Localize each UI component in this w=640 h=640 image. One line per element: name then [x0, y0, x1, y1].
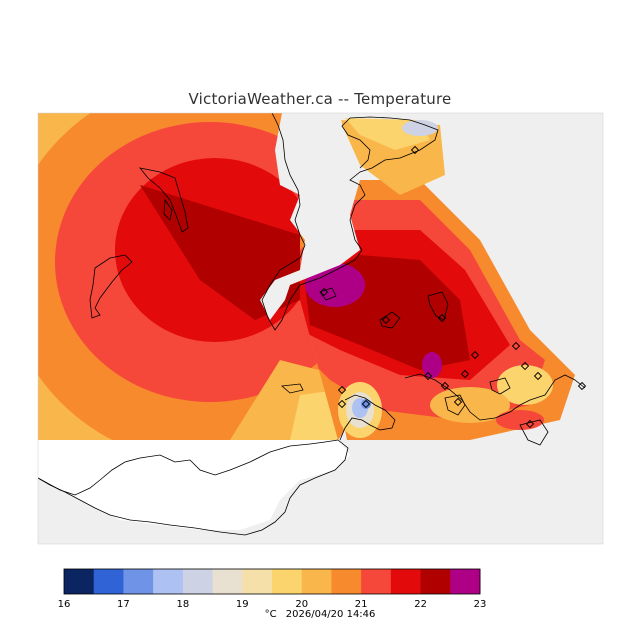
- legend-tick: 19: [236, 599, 249, 610]
- legend-timestamp: 2026/04/20 14:46: [285, 609, 376, 620]
- legend-tick: 18: [176, 599, 189, 610]
- station-7-marker: [440, 381, 450, 391]
- temperature-field-east: [300, 118, 575, 440]
- legend-frame: [63, 568, 481, 595]
- station-8-marker: [460, 369, 470, 379]
- olympic-peninsula-land: [38, 440, 350, 530]
- legend-bin: [123, 569, 154, 594]
- legend-bin: [93, 569, 124, 594]
- legend-tick: 23: [474, 599, 487, 610]
- legend-tick: 16: [58, 599, 71, 610]
- legend-tick: 20: [295, 599, 308, 610]
- legend-bin: [242, 569, 273, 594]
- station-10-marker: [520, 361, 530, 371]
- legend-bin: [64, 569, 95, 594]
- station-markers: [319, 145, 587, 429]
- station-5-marker: [470, 350, 480, 360]
- legend-bin: [361, 569, 392, 594]
- legend-tick: 22: [414, 599, 427, 610]
- coastlines: [38, 113, 586, 536]
- legend-footer: °C 2026/04/20 14:46: [0, 609, 640, 620]
- legend-tick: 17: [117, 599, 130, 610]
- legend-bin: [390, 569, 422, 594]
- legend-bin: [420, 569, 451, 594]
- station-11-marker: [533, 371, 543, 381]
- station-14-marker: [337, 399, 347, 409]
- map-frame: [37, 112, 604, 545]
- legend-bin: [153, 569, 184, 594]
- station-9-marker: [511, 341, 521, 351]
- station-1-marker: [410, 145, 420, 155]
- station-3-marker: [381, 315, 391, 325]
- strait-of-georgia-water: [260, 113, 360, 320]
- legend-bin: [182, 569, 214, 594]
- station-15-marker: [361, 399, 371, 409]
- station-12-marker: [577, 381, 587, 391]
- map-title: VictoriaWeather.ca -- Temperature: [188, 90, 452, 108]
- station-17-marker: [525, 419, 535, 429]
- legend-bin: [212, 569, 243, 594]
- station-16-marker: [453, 397, 463, 407]
- station-13-marker: [337, 385, 347, 395]
- legend-tick: 21: [355, 599, 368, 610]
- legend-bin: [331, 569, 362, 594]
- legend-bin: [301, 569, 332, 594]
- legend-bin: [272, 569, 303, 594]
- station-2-marker: [319, 287, 329, 297]
- legend-bin: [450, 569, 481, 594]
- station-4-marker: [437, 313, 447, 323]
- legend-unit: °C: [264, 609, 277, 620]
- station-6-marker: [423, 371, 433, 381]
